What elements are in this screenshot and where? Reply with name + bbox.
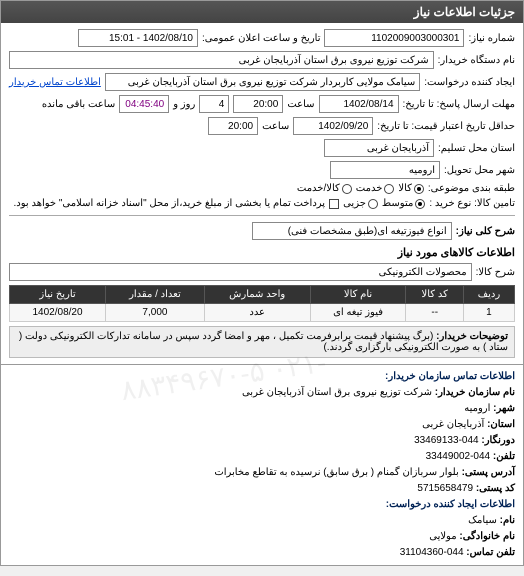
validity-date: 1402/09/20 [293,117,373,135]
panel-title: جزئیات اطلاعات نیاز [414,5,515,19]
cell: عدد [204,304,310,322]
name-label: نام: [500,515,515,526]
pack-radio-2[interactable]: خدمت [356,183,395,194]
c-province: آذربایجان غربی [422,419,484,430]
validity-label: حداقل تاریخ اعتبار قیمت: تا تاریخ: [377,121,515,132]
radio-icon [415,199,425,209]
day-label: روز و [173,99,195,110]
contact-title-1: اطلاعات تماس سازمان خریدار: [9,369,515,385]
time-label-2: ساعت [262,121,289,132]
requester-label: ایجاد کننده درخواست: [424,77,515,88]
contact-title-2: اطلاعات ایجاد کننده درخواست: [9,497,515,513]
c-city: ارومیه [464,403,490,414]
address-label: آدرس پستی: [462,467,515,478]
panel-body: شماره نیاز: 1102009003000301 تاریخ و ساع… [1,23,523,364]
purchase-radio-1[interactable]: متوسط [382,198,425,209]
divider [9,215,515,216]
items-table: ردیف کد کالا نام کالا واحد شمارش تعداد /… [9,285,515,322]
surname-label: نام خانوادگی: [459,531,515,542]
buyer-contact-link[interactable]: اطلاعات تماس خریدار [9,77,101,88]
col-4: تعداد / مقدار [106,286,205,304]
subject-label: شرح کلی نیاز: [456,226,515,237]
remaining-label: ساعت باقی مانده [42,99,115,110]
purchase-note: پرداخت تمام یا بخشی از مبلغ خرید،از محل … [13,198,325,209]
postal-label: کد پستی: [476,483,515,494]
pack-label: طبقه بندی موضوعی: [428,183,515,194]
radio-icon [414,184,424,194]
time-label-1: ساعت [287,99,314,110]
table-header-row: ردیف کد کالا نام کالا واحد شمارش تعداد /… [10,286,515,304]
pack-radio-1[interactable]: کالا [398,183,424,194]
contact-section: اطلاعات تماس سازمان خریدار: نام سازمان خ… [1,364,523,565]
buyer-desc-label: توضیحات خریدار: [436,331,508,342]
deadline-date: 1402/08/14 [319,95,399,113]
deadline-time: 20:00 [233,95,283,113]
requester-value: سیامک مولایی کاربردار شرکت توزیع نیروی ب… [105,73,420,91]
purchase-type-label: تامین کالا: نوع خرید : [429,198,515,209]
city-label: شهر محل تحویل: [444,165,515,176]
pack-radio-3[interactable]: کالا/خدمت [297,183,352,194]
c-province-label: استان: [487,419,515,430]
col-3: واحد شمارش [204,286,310,304]
subject-value: انواع فیوزتیغه ای(طبق مشخصات فنی) [252,222,452,240]
radio-icon [384,184,394,194]
buyer-org-label: نام دستگاه خریدار: [438,55,515,66]
details-panel: جزئیات اطلاعات نیاز شماره نیاز: 11020090… [0,0,524,566]
phone: 044-33449002 [426,451,491,462]
fax: 044-33469133 [414,435,479,446]
number-label: شماره نیاز: [468,33,515,44]
contact-phone-label: تلفن تماس: [466,547,515,558]
surname: مولایی [429,531,456,542]
province-value: آذربایجان غربی [324,139,434,157]
table-row[interactable]: 1 -- فیوز تیغه ای عدد 7,000 1402/08/20 [10,304,515,322]
col-0: ردیف [463,286,514,304]
org-name-label: نام سازمان خریدار: [435,387,515,398]
org-name: شرکت توزیع نیروی برق استان آذربایجان غرب… [242,387,432,398]
panel-header: جزئیات اطلاعات نیاز [1,1,523,23]
search-label: شرح کالا: [476,267,515,278]
purchase-checkbox[interactable] [329,199,339,209]
deadline-label: مهلت ارسال پاسخ: تا تاریخ: [403,99,515,110]
city-value: ارومیه [330,161,440,179]
postal: 5715658479 [417,483,473,494]
buyer-desc-box: توضیحات خریدار: (برگ پیشنهاد قیمت برابرف… [9,326,515,358]
col-2: نام کالا [310,286,406,304]
c-city-label: شهر: [493,403,515,414]
buyer-desc-text: (برگ پیشنهاد قیمت برابرفرمت تکمیل ، مهر … [19,331,508,353]
purchase-radio-2[interactable]: جزیی [343,198,378,209]
cell: 1402/08/20 [10,304,106,322]
items-section-title: اطلاعات کالاهای مورد نیاز [9,246,515,259]
radio-icon [342,184,352,194]
validity-time: 20:00 [208,117,258,135]
fax-label: دورنگار: [481,435,515,446]
cell: 7,000 [106,304,205,322]
phone-label: تلفن: [493,451,515,462]
cell: فیوز تیغه ای [310,304,406,322]
search-input[interactable]: محصولات الکترونیکی [9,263,472,281]
cell: -- [406,304,463,322]
col-5: تاریخ نیاز [10,286,106,304]
number-value: 1102009003000301 [324,29,464,47]
announce-value: 1402/08/10 - 15:01 [78,29,198,47]
province-label: استان محل تسلیم: [438,143,515,154]
buyer-org-value: شرکت توزیع نیروی برق استان آذربایجان غرب… [9,51,434,69]
col-1: کد کالا [406,286,463,304]
remaining-days: 4 [199,95,229,113]
announce-label: تاریخ و ساعت اعلان عمومی: [202,33,321,44]
remaining-time: 04:45:40 [119,95,169,113]
address: بلوار سربازان گمنام ( برق سابق) نرسیده ب… [214,467,458,478]
cell: 1 [463,304,514,322]
contact-phone: 044-31104360 [400,547,464,558]
radio-icon [368,199,378,209]
name: سیامک [468,515,497,526]
